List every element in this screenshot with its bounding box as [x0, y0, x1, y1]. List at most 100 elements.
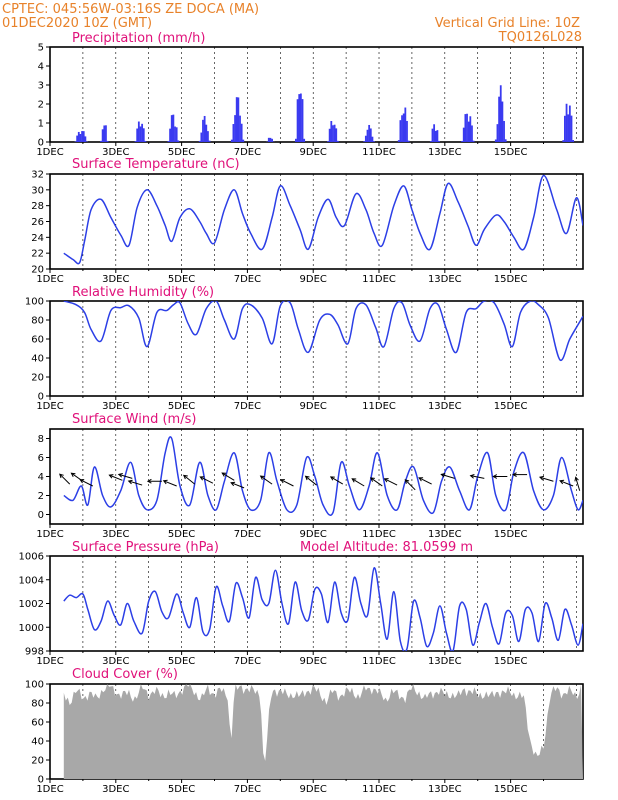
wind-vector-arrowhead: [559, 479, 565, 485]
wind-vector-arrowhead: [259, 475, 265, 480]
wind-vector-arrowhead: [162, 479, 168, 485]
x-tick-label: 15DEC: [494, 147, 528, 158]
x-tick-label: 1DEC: [36, 147, 63, 158]
y-tick-label: 80: [31, 316, 44, 327]
precip-bar: [431, 128, 434, 142]
pressure-line: [63, 556, 583, 651]
wind-vector-arrowhead: [492, 474, 498, 479]
precip-bar: [74, 141, 77, 142]
pressure-frame: [49, 555, 584, 652]
y-tick-label: 32: [31, 170, 44, 181]
x-tick-label: 7DEC: [234, 529, 261, 540]
wind-vector-arrow: [230, 482, 245, 489]
x-tick-label: 3DEC: [102, 784, 129, 795]
precip-bar: [402, 113, 405, 142]
x-tick-label: 1DEC: [36, 784, 63, 795]
precip-bar: [267, 137, 270, 142]
wind-vector-arrow: [575, 477, 581, 491]
wind-vector-arrowhead: [329, 476, 335, 481]
y-tick-label: 80: [31, 699, 44, 710]
y-tick-label: 40: [31, 737, 44, 748]
wind-vector-arrow: [470, 475, 485, 479]
wind-vector-arrow: [539, 476, 554, 482]
precip-bar: [404, 107, 407, 142]
precip-bar: [175, 127, 178, 142]
wind-vector-arrowhead: [383, 478, 389, 483]
precip-bar: [503, 120, 505, 142]
precip-bar: [169, 128, 171, 142]
precip-bar: [299, 93, 302, 142]
cloud-cover-title: Cloud Cover (%): [72, 667, 178, 682]
precip-bar: [170, 115, 173, 142]
precip-bar: [434, 130, 437, 142]
precip-bar: [177, 140, 180, 142]
wind-vector-arrowhead: [404, 479, 410, 484]
x-tick-label: 1DEC: [36, 656, 63, 667]
x-tick-label: 1DEC: [36, 401, 63, 412]
wind-vector-arrowhead: [117, 473, 123, 478]
precip-bar: [198, 140, 201, 142]
wind-vector-arrow: [221, 472, 235, 481]
wind-vector-arrowhead: [146, 478, 152, 484]
x-tick-label: 3DEC: [102, 529, 129, 540]
x-tick-label: 5DEC: [168, 274, 195, 285]
x-tick-label: 7DEC: [234, 147, 261, 158]
y-tick-label: 60: [31, 335, 44, 346]
wind-vector-arrowhead: [418, 477, 424, 482]
precip-bar: [369, 128, 372, 142]
wind-vector-arrow: [118, 473, 133, 479]
wind-vector-arrow: [384, 478, 398, 486]
y-tick-label: 0: [38, 138, 44, 149]
wind-vector-arrow: [418, 477, 432, 485]
precip-bar: [77, 131, 80, 142]
x-tick-label: 11DEC: [362, 656, 396, 667]
y-tick-label: 0: [38, 510, 44, 521]
precip-bar: [368, 124, 371, 142]
x-tick-label: 13DEC: [428, 147, 462, 158]
wind-vector-arrowhead: [469, 474, 475, 479]
precip-bar: [568, 105, 571, 142]
precip-bar: [103, 125, 106, 142]
precipitation-frame: [49, 46, 584, 143]
wind-vector-arrowhead: [182, 474, 188, 480]
model-altitude: Model Altitude: 81.0599 m: [300, 540, 473, 555]
y-tick-label: 24: [31, 233, 44, 244]
precipitation-title: Precipitation (mm/h): [72, 31, 205, 46]
wind-vector-arrow: [163, 480, 177, 487]
precip-bar: [499, 85, 502, 142]
precip-bar: [207, 131, 209, 142]
pressure-title: Surface Pressure (hPa): [72, 540, 219, 555]
y-tick-label: 100: [25, 680, 44, 691]
precipitation-axis: 0 1 2 3 4 5 1DEC 3DEC 5DEC 7DEC 9DEC 11DEC 13DEC 15DE…: [36, 43, 545, 158]
cloud-cover-fill: [63, 684, 583, 779]
precip-bar: [328, 128, 331, 142]
precip-bar: [205, 124, 208, 142]
x-tick-label: 9DEC: [300, 147, 327, 158]
x-tick-label: 3DEC: [102, 147, 129, 158]
wind-vector-arrowhead: [79, 479, 85, 484]
wind-vector-arrow: [330, 476, 344, 485]
precip-bar: [82, 131, 85, 142]
precip-bar: [333, 124, 336, 142]
wind-vector-arrowhead: [127, 479, 133, 485]
wind-vector-arrow: [370, 477, 383, 487]
x-tick-label: 1DEC: [36, 529, 63, 540]
precip-bar: [332, 125, 334, 142]
precip-bar: [567, 114, 570, 142]
cloud-cover-panel: 0 20 40 60 80 100 1DEC 3DEC 5DEC 7DEC 9DEC 11DEC 13D…: [25, 667, 584, 795]
y-tick-label: 1: [38, 119, 44, 130]
header-grid-note: Vertical Grid Line: 10Z: [435, 16, 580, 31]
precip-bar: [235, 97, 238, 142]
x-tick-label: 11DEC: [362, 147, 396, 158]
wind-vector-arrow: [441, 473, 455, 479]
precip-bar: [167, 140, 170, 142]
y-tick-label: 28: [31, 201, 44, 212]
precip-bar: [562, 140, 565, 142]
wind-vector-arrow: [183, 474, 196, 485]
header-model-code: TQ0126L028: [498, 30, 582, 45]
precip-bar: [472, 140, 475, 142]
precip-bar: [84, 136, 87, 142]
precip-bar: [570, 115, 573, 142]
y-tick-label: 20: [31, 756, 44, 767]
wind-vector-arrowhead: [59, 473, 64, 479]
